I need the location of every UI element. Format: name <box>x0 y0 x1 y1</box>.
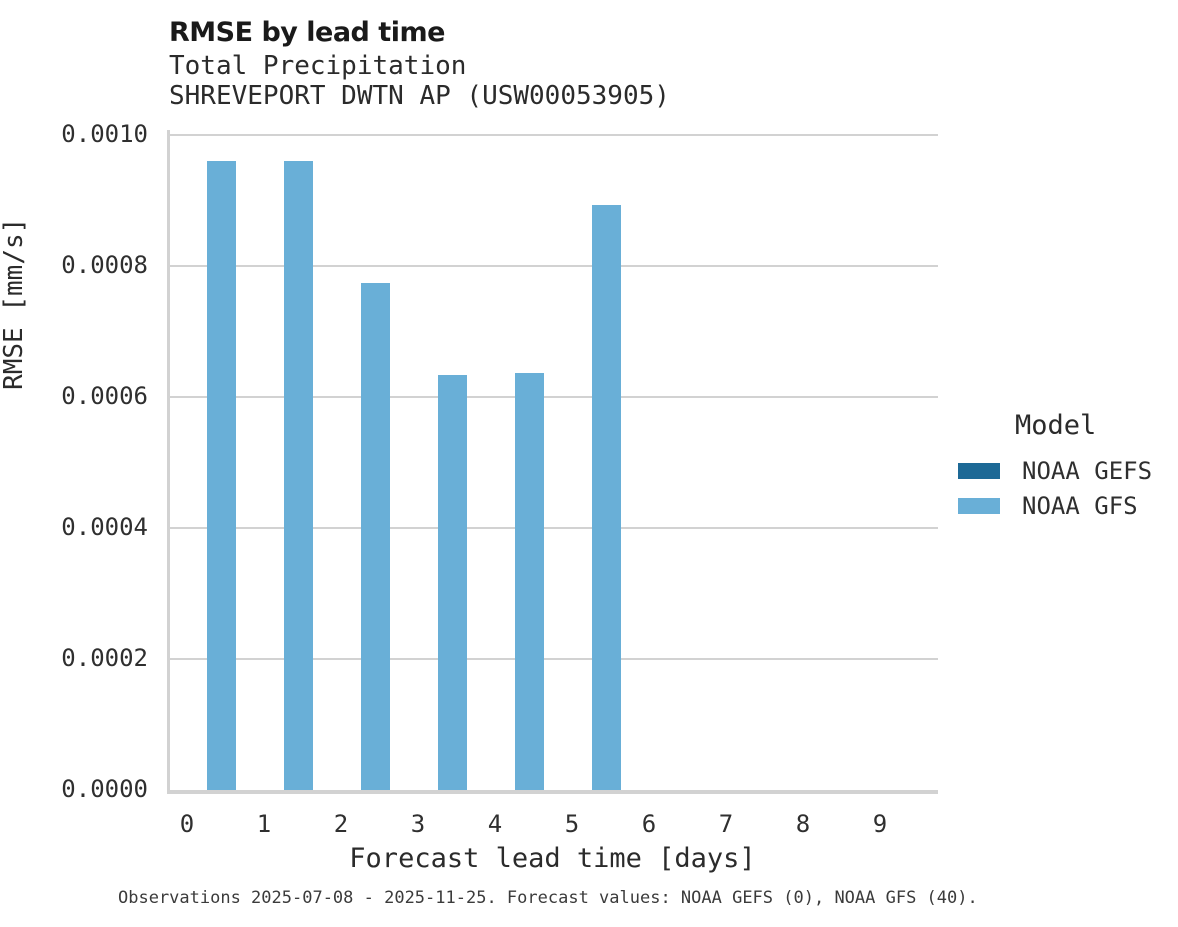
x-tick-label-0: 0 <box>179 810 195 838</box>
gridline-y-0.0002 <box>170 658 938 660</box>
x-tick-label-2: 2 <box>333 810 349 838</box>
chart-subtitle-station: SHREVEPORT DWTN AP (USW00053905) <box>169 81 670 111</box>
legend: Model NOAA GEFS NOAA GFS <box>958 410 1152 523</box>
legend-entry-noaa-gefs: NOAA GEFS <box>958 453 1152 488</box>
bar-noaa-gfs-lead-4 <box>515 373 544 790</box>
x-axis-title: Forecast lead time [days] <box>349 843 756 874</box>
legend-label-noaa-gefs: NOAA GEFS <box>1022 456 1153 485</box>
y-tick-label-0.0002: 0.0002 <box>61 644 148 672</box>
legend-label-noaa-gfs: NOAA GFS <box>1022 491 1138 520</box>
gridline-y-0.0004 <box>170 527 938 529</box>
y-tick-label-0.0010: 0.0010 <box>61 120 148 148</box>
gridline-y-0.0006 <box>170 396 938 398</box>
x-tick-label-5: 5 <box>564 810 580 838</box>
y-axis-title: RMSE [mm/s] <box>0 217 29 390</box>
chart-subtitle-variable: Total Precipitation <box>169 51 467 81</box>
y-tick-label-0.0000: 0.0000 <box>61 775 148 803</box>
x-tick-label-3: 3 <box>410 810 426 838</box>
bar-noaa-gfs-lead-0 <box>207 161 236 790</box>
x-tick-label-4: 4 <box>487 810 503 838</box>
bar-noaa-gfs-lead-2 <box>361 283 390 790</box>
bar-noaa-gfs-lead-3 <box>438 375 467 790</box>
bar-noaa-gfs-lead-5 <box>592 205 621 790</box>
y-tick-label-0.0004: 0.0004 <box>61 513 148 541</box>
bar-noaa-gfs-lead-1 <box>284 161 313 790</box>
legend-swatch-noaa-gfs-icon <box>958 497 1000 514</box>
caption: Observations 2025-07-08 - 2025-11-25. Fo… <box>118 888 978 908</box>
legend-title: Model <box>1015 410 1097 441</box>
x-tick-label-9: 9 <box>872 810 888 838</box>
legend-swatch-noaa-gefs-icon <box>958 462 1000 479</box>
x-tick-label-7: 7 <box>718 810 734 838</box>
plot-area <box>167 130 938 794</box>
y-tick-label-0.0008: 0.0008 <box>61 251 148 279</box>
y-tick-label-0.0006: 0.0006 <box>61 382 148 410</box>
legend-entry-noaa-gfs: NOAA GFS <box>958 488 1152 523</box>
gridline-y-0.0010 <box>170 134 938 136</box>
x-tick-label-1: 1 <box>256 810 272 838</box>
x-tick-label-6: 6 <box>641 810 657 838</box>
x-tick-label-8: 8 <box>795 810 811 838</box>
gridline-y-0.0008 <box>170 265 938 267</box>
chart-title: RMSE by lead time <box>169 17 445 48</box>
